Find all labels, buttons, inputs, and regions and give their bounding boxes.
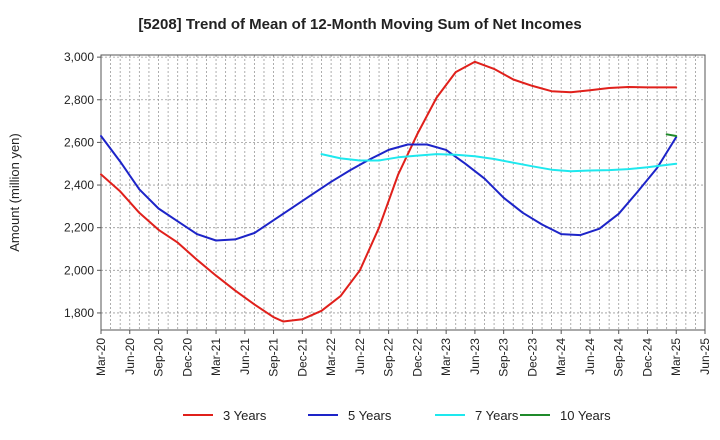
series-line-10-years [665, 133, 678, 137]
x-tick-label: Jun-24 [583, 338, 597, 375]
legend-label-5-years: 5 Years [348, 408, 392, 423]
x-tick-label: Dec-24 [640, 338, 654, 377]
legend: 3 Years 5 Years 7 Years 10 Years [183, 408, 611, 423]
x-tick-label: Jun-21 [238, 338, 252, 375]
x-tick-label: Sep-24 [612, 338, 626, 377]
x-tick-label: Mar-22 [324, 338, 338, 376]
y-tick-label: 2,200 [64, 221, 94, 235]
x-tick-label: Sep-21 [267, 338, 281, 377]
x-tick-label: Mar-20 [94, 338, 108, 376]
y-tick-label: 1,800 [64, 306, 94, 320]
x-tick-label: Jun-23 [468, 338, 482, 375]
x-tick-label: Mar-24 [554, 338, 568, 376]
legend-label-10-years: 10 Years [560, 408, 611, 423]
x-tick-label: Sep-22 [382, 338, 396, 377]
x-tick-label: Dec-20 [180, 338, 194, 377]
x-tick-label: Mar-23 [439, 338, 453, 376]
y-tick-label: 2,600 [64, 135, 94, 149]
legend-label-3-years: 3 Years [223, 408, 267, 423]
x-tick-label: Dec-23 [525, 338, 539, 377]
chart-title: [5208] Trend of Mean of 12-Month Moving … [138, 16, 581, 33]
x-tick-label: Dec-21 [295, 338, 309, 377]
x-tick-label: Sep-23 [497, 338, 511, 377]
x-tick-label: Jun-25 [698, 338, 712, 375]
series-line-7-years [320, 153, 678, 173]
y-tick-label: 2,800 [64, 93, 94, 107]
y-axis-label: Amount (million yen) [7, 133, 22, 252]
y-tick-label: 2,000 [64, 263, 94, 277]
plot-frame [100, 54, 706, 331]
x-tick-label: Jun-20 [123, 338, 137, 375]
y-axis-ticks: 1,800 2,000 2,200 2,400 2,600 2,800 3,000 [64, 50, 101, 320]
legend-label-7-years: 7 Years [475, 408, 519, 423]
x-tick-label: Dec-22 [410, 338, 424, 377]
x-axis-ticks: Mar-20 Jun-20 Sep-20 Dec-20 Mar-21 Jun-21 Sep-… [94, 330, 712, 377]
series-lines [100, 60, 678, 323]
series-line-3-years [100, 60, 678, 323]
y-tick-label: 3,000 [64, 50, 94, 64]
x-tick-label: Mar-25 [669, 338, 683, 376]
x-tick-label: Jun-22 [353, 338, 367, 375]
series-line-5-years [100, 135, 678, 242]
x-tick-label: Mar-21 [209, 338, 223, 376]
y-tick-label: 2,400 [64, 178, 94, 192]
x-tick-label: Sep-20 [152, 338, 166, 377]
grid [101, 55, 705, 330]
